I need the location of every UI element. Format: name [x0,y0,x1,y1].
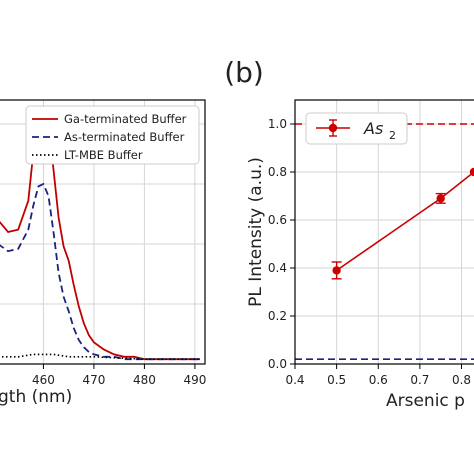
panel-b-y-tick-label: 0.8 [268,165,287,179]
panel-b-series-line-0 [336,171,474,272]
panel-a-series-line-2 [0,353,200,361]
panel-b-legend-swatch-marker [328,123,338,133]
panel-a-legend-label-0: Ga-terminated Buffer [64,112,187,126]
panel-a-legend-label-1: As-terminated Buffer [64,130,185,144]
panel-b-data-point [436,194,445,203]
panel-b-y-axis-label: PL Intensity (a.u.) [246,157,266,307]
panel-b-chart: 0.4 0.5 0.6 0.7 0.8 0.0 0.2 0.4 0.6 0.8 1.0 PL In… [246,99,474,411]
panel-b-x-tick-label: 0.8 [452,373,471,387]
panel-a-x-ticks: 460 470 480 490 [32,364,206,387]
panel-b-y-tick-label: 0.0 [268,357,287,371]
panel-b-legend-label: As [363,119,383,138]
panel-a-legend-box [25,105,200,165]
panel-b-data-point [469,167,474,177]
panel-b-data-point [332,266,341,275]
panel-b-y-tick-label: 0.6 [268,213,287,227]
panel-b-x-tick-label: 0.4 [285,373,304,387]
panel-b-x-ticks: 0.4 0.5 0.6 0.7 0.8 [285,364,471,387]
panel-b-series [331,167,474,280]
panel-a-x-tick-label: 480 [133,373,156,387]
panel-b-y-ticks: 0.0 0.2 0.4 0.6 0.8 1.0 [268,117,295,371]
panel-a-x-tick-label: 490 [183,373,206,387]
panel-a-chart: 460 470 480 490 gth (nm) Ga-terminated Buff… [0,99,206,407]
panel-b-legend: As 2 [305,112,408,145]
panel-a-legend-label-2: LT-MBE Buffer [64,148,143,162]
panel-a-legend: Ga-terminated Buffer As-terminated Buffer… [25,105,200,165]
panel-a-x-tick-label: 460 [32,373,55,387]
panel-a-x-axis-label: gth (nm) [0,387,72,407]
panel-b-label: (b) [224,56,264,89]
panel-b-x-tick-label: 0.6 [369,373,388,387]
panel-b-x-axis-label: Arsenic p [386,391,465,411]
panel-b-y-tick-label: 0.4 [268,261,287,275]
panel-b-legend-label-subscript: 2 [389,129,396,142]
panel-b-x-tick-label: 0.5 [327,373,346,387]
panel-a-series-line-1 [0,182,200,361]
panel-b-reference-lines [295,123,474,361]
panel-b-frame [294,99,474,365]
panel-a-x-tick-label: 470 [82,373,105,387]
panel-b-y-tick-label: 0.2 [268,309,287,323]
panel-b-y-tick-label: 1.0 [268,117,287,131]
panel-b-x-tick-label: 0.7 [410,373,429,387]
panel-a-frame [0,99,206,365]
